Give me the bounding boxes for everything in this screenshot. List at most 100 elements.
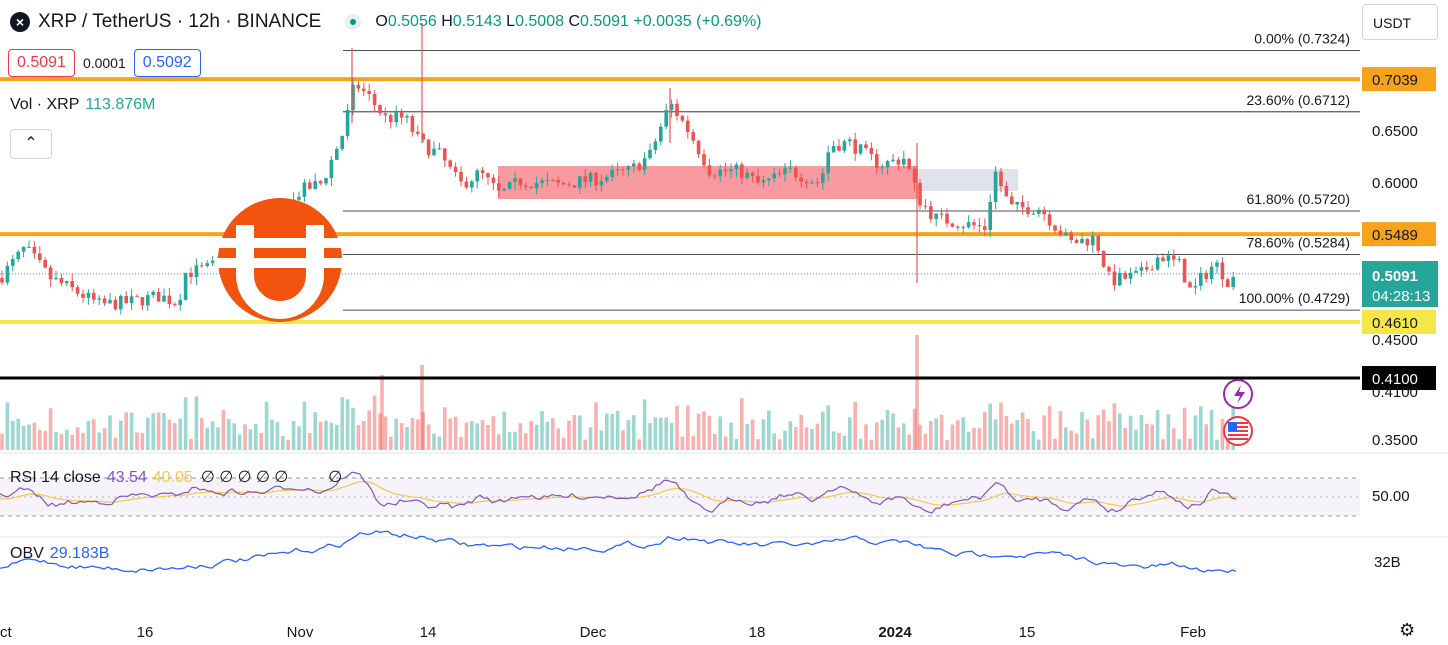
candle-body (16, 251, 20, 260)
candle-body (534, 183, 539, 189)
candle-body (1096, 235, 1100, 251)
volume-bar (945, 439, 949, 450)
candle-body (513, 178, 517, 182)
volume-bar (291, 420, 296, 450)
level-label-3: 0.4100 (1372, 371, 1418, 388)
level-label-0: 0.7039 (1372, 72, 1418, 89)
volume-bar (1177, 439, 1181, 450)
volume-bar (146, 417, 150, 450)
volume-bar (1215, 439, 1219, 450)
candle-body (1204, 272, 1208, 280)
candle-body (729, 169, 733, 172)
volume-bar (221, 410, 226, 450)
candle-body (621, 169, 625, 171)
flag-stripe (1228, 434, 1248, 436)
candle-body (993, 171, 998, 203)
volume-bar (453, 416, 458, 450)
candle-body (734, 164, 739, 170)
candle-body (27, 246, 31, 248)
currency-select[interactable]: USDT (1362, 4, 1438, 40)
volume-bar (394, 418, 398, 450)
symbol-title[interactable]: XRP / TetherUS · 12h · BINANCE (38, 11, 322, 32)
candle-body (702, 154, 706, 166)
candle-body (891, 159, 895, 162)
volume-bar (378, 413, 382, 450)
volume-bar (243, 424, 247, 450)
candle-body (1226, 279, 1230, 287)
flag-stripe (1228, 422, 1248, 424)
volume-bar (734, 438, 739, 450)
candle-body (637, 163, 641, 171)
volume-bar (11, 420, 15, 450)
candle-body (567, 184, 571, 186)
volume-bar (129, 412, 134, 450)
volume-bar (389, 436, 393, 450)
candle-body (464, 181, 469, 188)
volume-bar (270, 419, 274, 450)
buy-button[interactable]: 0.5092 (133, 49, 201, 77)
candle-body (167, 295, 172, 305)
obv-pane (0, 530, 1237, 574)
obv-legend: OBV 29.183B (10, 545, 110, 562)
volume-bar (248, 429, 253, 450)
time-tick-4: Dec (580, 624, 607, 641)
candle-body (718, 169, 722, 177)
volume-bar (777, 439, 782, 450)
candle-body (151, 292, 155, 296)
volume-bar (1139, 415, 1144, 450)
candle-body (1172, 255, 1176, 260)
candle-body (966, 222, 971, 228)
candle-body (318, 181, 323, 184)
volume-bar (599, 430, 604, 450)
candle-body (313, 181, 317, 189)
candle-body (761, 180, 766, 183)
eye-icon[interactable] (345, 14, 362, 30)
candle-body (902, 158, 906, 165)
volume-bar (237, 434, 242, 450)
level-label-1: 0.5489 (1372, 227, 1418, 244)
candle-body (0, 278, 4, 283)
candle-body (173, 304, 177, 306)
volume-bar (810, 428, 814, 450)
candle-body (858, 144, 863, 154)
candle-body (945, 213, 949, 224)
volume-bar (1042, 415, 1046, 450)
sell-button[interactable]: 0.5091 (8, 49, 75, 77)
volume-bar (102, 428, 107, 450)
volume-bar (200, 418, 204, 450)
collapse-legend-button[interactable]: ⌃ (10, 129, 52, 159)
rsi-line (0, 471, 1237, 514)
volume-bar (124, 412, 128, 450)
volume-bar (993, 419, 998, 450)
candle-body (923, 205, 928, 207)
volume-bar (1134, 429, 1138, 450)
volume-bar (194, 396, 199, 450)
candle-body (837, 145, 841, 151)
volume-bar (92, 419, 96, 450)
settings-icon[interactable]: ⚙ (1399, 620, 1416, 640)
candle-body (961, 227, 965, 229)
volume-spike-2 (915, 335, 919, 450)
volume-bar (556, 428, 560, 450)
candle-body (842, 141, 847, 151)
volume-bar (81, 433, 85, 450)
candle-body (540, 180, 544, 184)
volume-bar (507, 432, 512, 450)
candle-body (470, 181, 474, 188)
time-axis: ct 16 Nov 14 Dec 18 2024 15 Feb (0, 624, 1206, 641)
volume-bar (486, 424, 490, 450)
candle-body (950, 223, 955, 227)
volume-bar (1150, 424, 1154, 450)
close-icon[interactable]: × (10, 12, 30, 32)
candle-body (210, 260, 215, 264)
price-tick-0: 0.6500 (1372, 123, 1418, 140)
watermark-logo (215, 198, 345, 322)
candle-body (815, 182, 820, 184)
volume-bar (421, 412, 425, 450)
volume-bar (162, 412, 166, 450)
candle-body (351, 84, 355, 110)
time-tick-1: 16 (137, 624, 154, 641)
volume-bar (183, 397, 188, 450)
candle-body (653, 141, 658, 150)
